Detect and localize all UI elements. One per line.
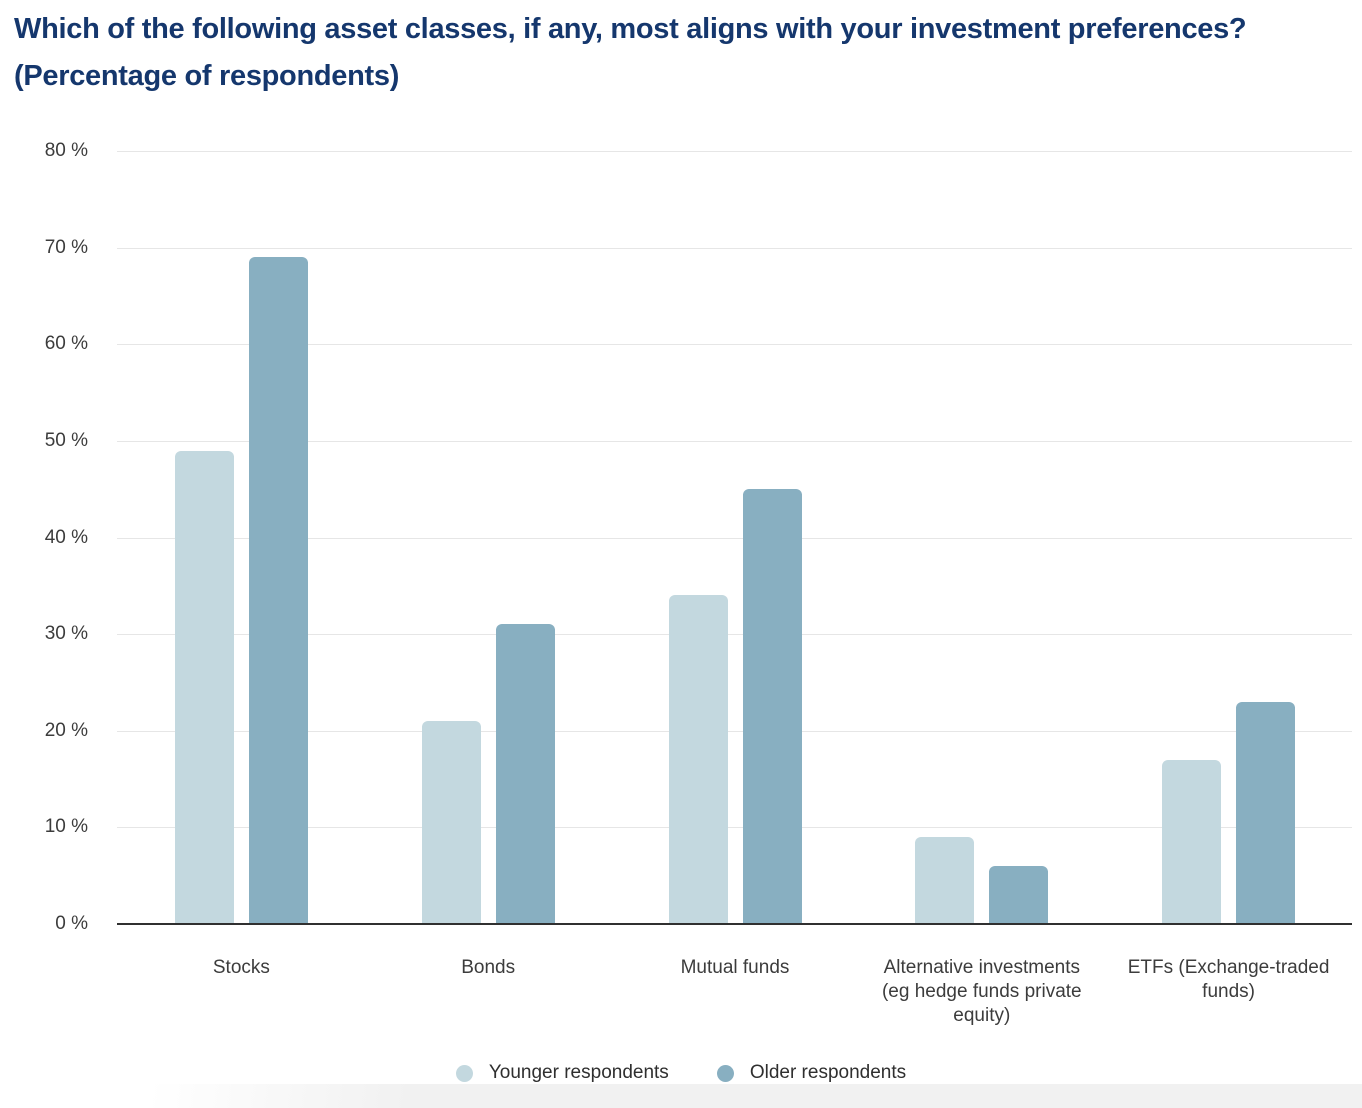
- x-category-label-line: Mutual funds: [680, 957, 790, 978]
- x-category-label-line: Alternative investments: [883, 957, 1080, 978]
- bar-older-respondents-stocks[interactable]: [248, 257, 308, 924]
- y-tick-label-50: 50 %: [44, 429, 88, 451]
- gridline-70: [117, 247, 1352, 249]
- x-category-label-line: ETFs (Exchange-traded: [1127, 957, 1330, 978]
- x-category-label-line: (eg hedge funds private: [881, 981, 1082, 1002]
- x-category-label-bonds: Bonds: [365, 956, 612, 980]
- chart-title-line-1: Which of the following asset classes, if…: [14, 13, 1247, 45]
- bar-older-respondents-bonds[interactable]: [495, 624, 555, 924]
- gridline-80: [117, 151, 1352, 152]
- x-category-label-mutual: Mutual funds: [612, 956, 859, 980]
- bar-younger-respondents-alternative[interactable]: [915, 837, 975, 924]
- y-tick-label-60: 60 %: [44, 333, 88, 355]
- chart-title-line-2: (Percentage of respondents): [14, 60, 400, 92]
- legend-label: Younger respondents: [488, 1062, 669, 1083]
- y-tick-label-40: 40 %: [44, 526, 88, 548]
- bar-younger-respondents-etfs[interactable]: [1162, 759, 1222, 924]
- plot-area: [117, 151, 1352, 925]
- x-axis-line: [117, 923, 1352, 925]
- chart-title: Which of the following asset classes, if…: [14, 6, 1247, 100]
- x-category-label-line: funds): [1202, 981, 1255, 1002]
- y-axis-labels: 0 % 10 % 20 % 30 % 40 % 50 % 60 % 70 % 80 %: [0, 0, 88, 1108]
- y-tick-label-70: 70 %: [44, 236, 88, 258]
- y-tick-label-20: 20 %: [44, 719, 88, 741]
- x-category-label-line: Stocks: [212, 957, 270, 978]
- y-tick-label-30: 30 %: [44, 623, 88, 645]
- bar-older-respondents-etfs[interactable]: [1236, 701, 1296, 924]
- gridline-20: [117, 730, 1352, 732]
- bar-older-respondents-mutual[interactable]: [742, 489, 802, 924]
- bar-younger-respondents-mutual[interactable]: [668, 595, 728, 924]
- gridline-60: [117, 344, 1352, 346]
- page-bottom-shade: [0, 1084, 1362, 1108]
- x-category-label-alternative: Alternative investments (eg hedge funds p…: [858, 956, 1105, 1028]
- bar-younger-respondents-bonds[interactable]: [421, 721, 481, 924]
- gridline-50: [117, 440, 1352, 442]
- bar-older-respondents-alternative[interactable]: [989, 866, 1049, 924]
- x-category-label-line: equity): [953, 1005, 1011, 1026]
- legend-item-younger-respondents[interactable]: Younger respondents: [455, 1062, 669, 1084]
- legend-label: Older respondents: [749, 1062, 907, 1083]
- legend-marker-icon: [455, 1064, 473, 1082]
- legend-marker-icon: [716, 1064, 734, 1082]
- legend: Younger respondents Older respondents: [0, 1062, 1362, 1084]
- bar-younger-respondents-stocks[interactable]: [174, 450, 234, 924]
- y-tick-label-80: 80 %: [44, 140, 88, 161]
- x-category-label-etfs: ETFs (Exchange-traded funds): [1105, 956, 1352, 1004]
- y-tick-label-0: 0 %: [55, 913, 88, 934]
- y-tick-label-10: 10 %: [44, 816, 88, 838]
- gridline-30: [117, 634, 1352, 636]
- x-category-label-stocks: Stocks: [118, 956, 365, 980]
- gridline-10: [117, 827, 1352, 829]
- gridline-40: [117, 537, 1352, 539]
- x-category-label-line: Bonds: [461, 957, 516, 978]
- legend-item-older-respondents[interactable]: Older respondents: [716, 1062, 907, 1084]
